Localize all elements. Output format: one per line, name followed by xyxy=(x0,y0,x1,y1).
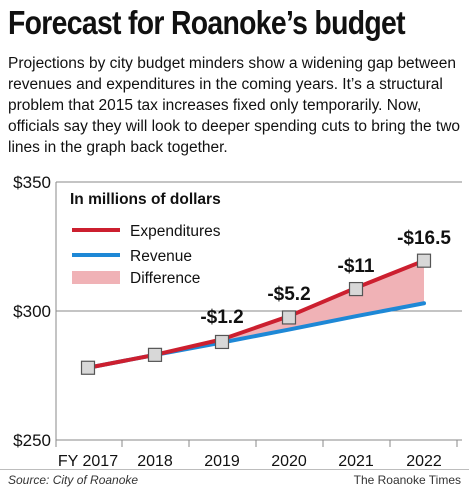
y-tick-label: $350 xyxy=(13,173,51,192)
credit-note: The Roanoke Times xyxy=(353,473,461,487)
x-tick-label: FY 2017 xyxy=(58,453,118,470)
x-tick-label: 2019 xyxy=(204,453,240,470)
difference-label: -$1.2 xyxy=(200,307,243,328)
legend-swatch-difference xyxy=(72,271,120,284)
data-point-marker xyxy=(348,281,364,297)
page-title: Forecast for Roanoke’s budget xyxy=(8,4,406,41)
data-point-marker xyxy=(281,310,297,325)
x-tick-label: 2020 xyxy=(271,453,307,470)
y-tick-label: $300 xyxy=(13,302,51,321)
chart-title: In millions of dollars xyxy=(70,191,221,208)
expenditures-line xyxy=(86,258,426,370)
data-point-marker xyxy=(80,360,96,375)
difference-label: -$16.5 xyxy=(397,228,451,249)
x-tick-label: 2022 xyxy=(406,453,442,470)
legend-label-difference: Difference xyxy=(130,270,200,287)
description-text: Projections by city budget minders show … xyxy=(8,55,461,156)
x-tick-label: 2018 xyxy=(137,453,173,470)
difference-label: -$5.2 xyxy=(267,284,310,305)
data-point-marker xyxy=(214,334,230,350)
legend-label-expenditures: Expenditures xyxy=(130,223,221,240)
source-note: Source: City of Roanoke xyxy=(8,473,139,487)
data-point-marker xyxy=(416,253,432,268)
data-point-marker xyxy=(147,347,163,362)
y-tick-label: $250 xyxy=(13,431,51,450)
legend-label-revenue: Revenue xyxy=(130,248,192,265)
difference-label: -$11 xyxy=(338,256,375,277)
x-tick-label: 2021 xyxy=(338,453,374,470)
footer: Source: City of Roanoke The Roanoke Time… xyxy=(0,469,469,496)
